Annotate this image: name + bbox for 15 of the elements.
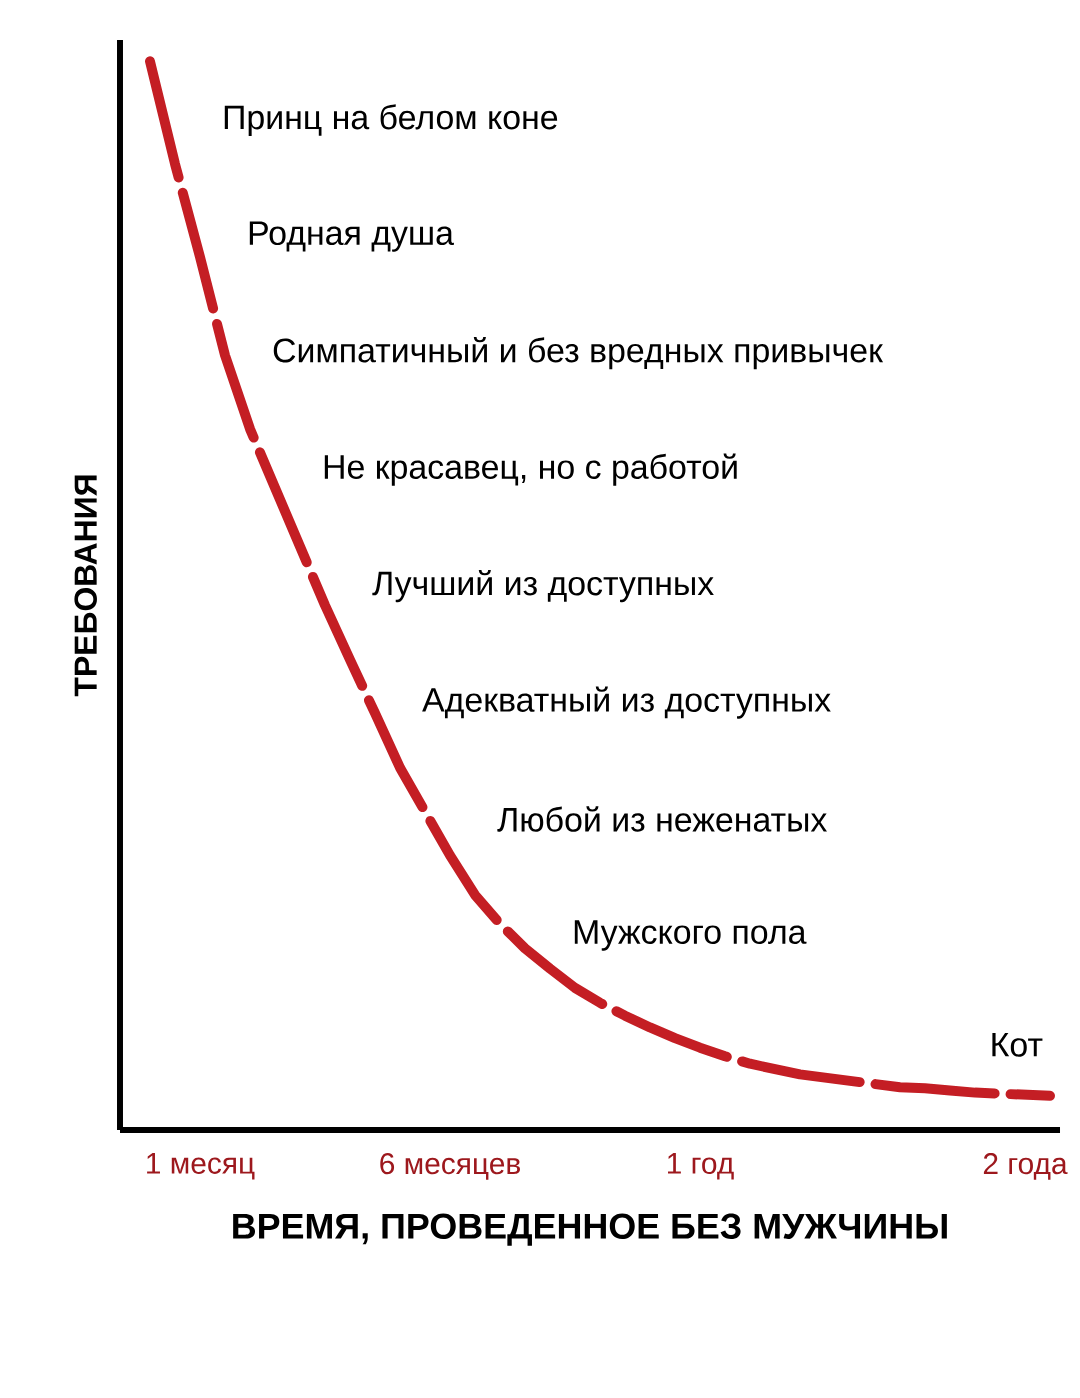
x-tick-label: 2 года	[983, 1153, 1068, 1180]
annotation: Кот	[992, 1033, 1043, 1057]
annotation: Мужского пола	[574, 920, 807, 951]
x-axis-title: ВРЕМЯ, ПРОВЕДЕННОЕ БЕЗ МУЖЧИНЫ	[233, 1213, 947, 1246]
annotation: Родная душа	[249, 221, 454, 252]
y-axis-title: ТРЕБОВАНИЯ	[74, 475, 97, 697]
x-tick-label: 1 месяц	[147, 1153, 255, 1180]
annotation: Адекватный из доступных	[422, 686, 831, 719]
annotation: Любой из неженатых	[497, 806, 827, 832]
x-tick-label: 6 месяцев	[380, 1153, 520, 1180]
annotation: Лучший из доступных	[372, 569, 714, 603]
annotation: Не красавец, но с работой	[324, 453, 737, 486]
annotation: Принц на белом коне	[224, 104, 558, 137]
x-tick-label: 1 год	[668, 1153, 734, 1180]
annotation: Симпатичный и без вредных привычек	[273, 337, 884, 370]
